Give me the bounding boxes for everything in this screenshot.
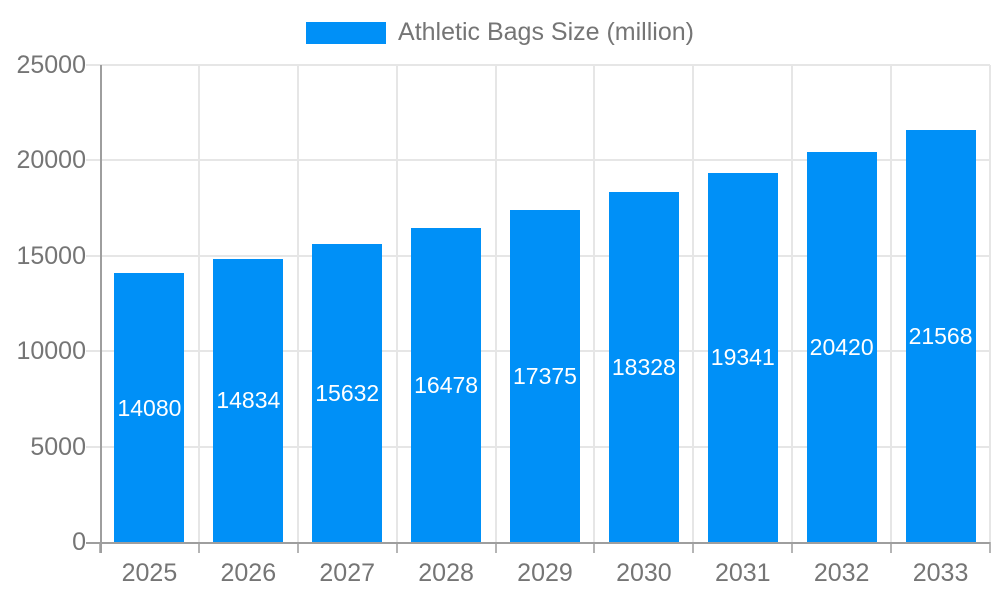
bar-value-label: 18328 [611,354,676,381]
x-tick-mark [692,542,695,553]
gridline-vertical [890,65,893,542]
legend: Athletic Bags Size (million) [0,18,1000,47]
legend-label: Athletic Bags Size (million) [398,18,694,46]
bar-value-label: 21568 [908,323,973,350]
bar-value-label: 17375 [513,363,577,390]
x-tick-label: 2031 [714,559,771,587]
bar [608,192,679,542]
x-tick-label: 2032 [813,559,870,587]
gridline-vertical [989,65,991,542]
gridline-horizontal [100,64,990,66]
y-tick-label: 0 [72,528,86,556]
y-tick-mark [86,254,100,257]
bar-value-label: 16478 [414,371,479,398]
gridline-vertical [395,65,398,542]
bar [213,258,284,542]
y-tick-label: 5000 [30,432,86,461]
y-tick-mark [86,445,100,448]
y-tick-mark [86,159,100,162]
x-tick-mark [593,542,596,553]
x-tick-mark [395,542,398,553]
y-axis-line [100,65,102,553]
bar [806,152,877,542]
y-tick-label: 10000 [16,337,86,366]
x-tick-label: 2026 [220,559,277,587]
bar-value-label: 14834 [216,387,281,414]
bar [312,243,383,542]
gridline-vertical [494,65,497,542]
gridline-vertical [692,65,695,542]
y-tick-mark [86,350,100,353]
plot-area: 14080 14834 15632 16478 17375 18328 19341 20420… [100,64,991,542]
bar-value-label: 19341 [710,344,775,371]
legend-swatch [306,21,387,44]
bar-value-label: 15632 [315,379,380,406]
y-tick-label: 15000 [16,241,86,270]
bar [411,227,482,542]
y-tick-label: 20000 [16,146,86,175]
x-tick-mark [791,542,794,553]
x-tick-label: 2030 [616,559,672,587]
x-tick-mark [494,542,497,553]
x-tick-mark [296,542,299,553]
bar [905,130,976,542]
x-tick-label: 2029 [517,559,573,587]
bar [707,172,778,542]
gridline-vertical [791,65,794,542]
gridline-vertical [197,65,200,542]
bar [510,210,580,542]
y-tick-mark [86,64,100,66]
x-tick-mark [890,542,893,553]
bar-value-label: 20420 [809,334,874,361]
y-tick-label: 25000 [16,51,86,79]
bar-value-label: 14080 [117,394,182,421]
bar [114,273,185,542]
x-tick-label: 2033 [912,559,969,587]
x-tick-mark [989,542,991,553]
gridline-vertical [593,65,596,542]
x-axis-line [86,542,990,544]
x-tick-label: 2027 [319,559,376,587]
x-tick-label: 2025 [121,559,178,587]
gridline-horizontal [100,159,990,162]
x-tick-mark [197,542,200,553]
gridline-vertical [296,65,299,542]
x-tick-label: 2028 [418,559,474,587]
